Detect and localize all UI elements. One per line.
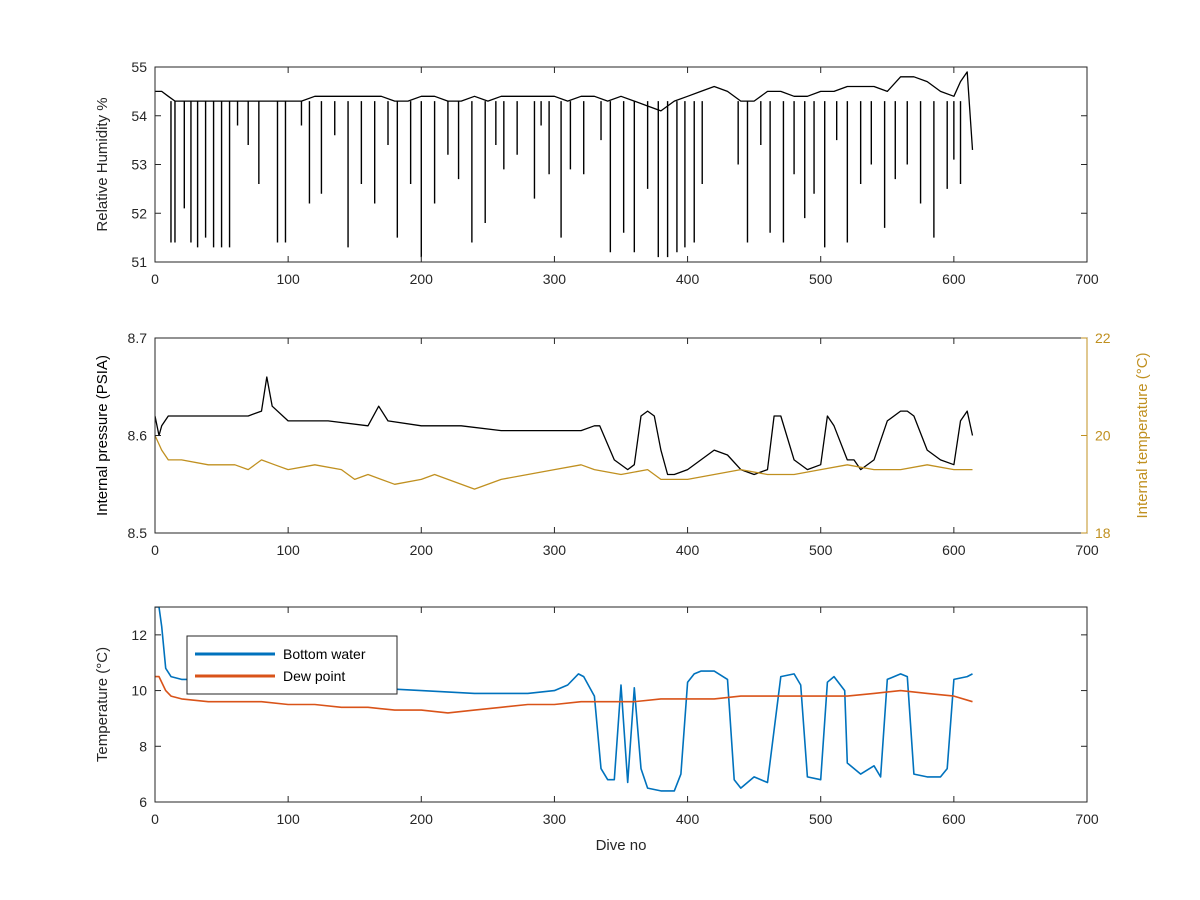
x-tick-label: 700	[1075, 542, 1099, 558]
y-tick-label: 55	[131, 59, 147, 75]
y-right-tick-label: 20	[1095, 428, 1111, 444]
legend-label: Dew point	[283, 668, 345, 684]
y-tick-label: 54	[131, 108, 147, 124]
x-tick-label: 0	[151, 542, 159, 558]
y-tick-label: 8.7	[128, 330, 148, 346]
plot-area	[155, 67, 1087, 262]
y-right-tick-label: 18	[1095, 525, 1111, 541]
x-tick-label: 200	[410, 271, 434, 287]
y-axis-title: Internal pressure (PSIA)	[94, 355, 111, 516]
subplot-3: 0 100 200 300 400 500 600 700 6 8 10 12 Temperature …	[94, 606, 1099, 854]
x-tick-label: 0	[151, 271, 159, 287]
y-axis-title: Temperature (°C)	[94, 647, 111, 762]
x-tick-label: 200	[410, 542, 434, 558]
x-tick-label: 700	[1075, 271, 1099, 287]
x-tick-label: 500	[809, 271, 833, 287]
y-right-tick-label: 22	[1095, 330, 1111, 346]
series-group	[155, 376, 974, 490]
x-tick-label: 100	[276, 271, 300, 287]
x-tick-label: 400	[676, 542, 700, 558]
series-line-1	[155, 376, 974, 476]
y-tick-label: 8	[139, 738, 147, 754]
series-line-dew-point	[155, 675, 973, 714]
y-tick-label: 6	[139, 794, 147, 810]
x-tick-label: 500	[809, 542, 833, 558]
x-tick-label: 0	[151, 811, 159, 827]
x-axis-title: Dive no	[596, 837, 647, 854]
y-tick-label: 53	[131, 157, 147, 173]
y-tick-label: 52	[131, 205, 147, 221]
x-tick-label: 400	[676, 271, 700, 287]
series-group	[155, 71, 974, 258]
x-tick-label: 100	[276, 542, 300, 558]
x-tick-label: 600	[942, 542, 966, 558]
x-tick-label: 200	[410, 811, 434, 827]
x-tick-label: 600	[942, 271, 966, 287]
legend-box	[186, 635, 398, 695]
series-line-1	[155, 71, 974, 150]
y-tick-label: 51	[131, 254, 147, 270]
y-axis-title: Relative Humidity %	[94, 97, 111, 231]
y-right-axis-title: Internal temperature (°C)	[1134, 352, 1151, 518]
legend-label: Bottom water	[283, 646, 366, 662]
x-tick-label: 100	[276, 811, 300, 827]
legend: Bottom water Dew point	[186, 635, 398, 695]
x-tick-label: 300	[543, 271, 567, 287]
y-tick-label: 12	[131, 627, 147, 643]
x-tick-label: 600	[942, 811, 966, 827]
y-tick-label: 8.5	[128, 525, 148, 541]
plot-area	[155, 338, 1087, 533]
x-tick-label: 700	[1075, 811, 1099, 827]
x-tick-label: 300	[543, 811, 567, 827]
y-tick-label: 10	[131, 683, 147, 699]
y-tick-label: 8.6	[128, 428, 148, 444]
subplot-2: 0 100 200 300 400 500 600 700 8.5 8.6 8.7 18 20 22 Int…	[94, 330, 1151, 558]
x-tick-label: 500	[809, 811, 833, 827]
subplot-1: 0 100 200 300 400 500 600 700 51 52 53 54 55 Relative…	[94, 59, 1099, 287]
x-tick-label: 400	[676, 811, 700, 827]
x-tick-label: 300	[543, 542, 567, 558]
axes-frame	[154, 606, 1088, 803]
series-line-2	[155, 435, 973, 490]
